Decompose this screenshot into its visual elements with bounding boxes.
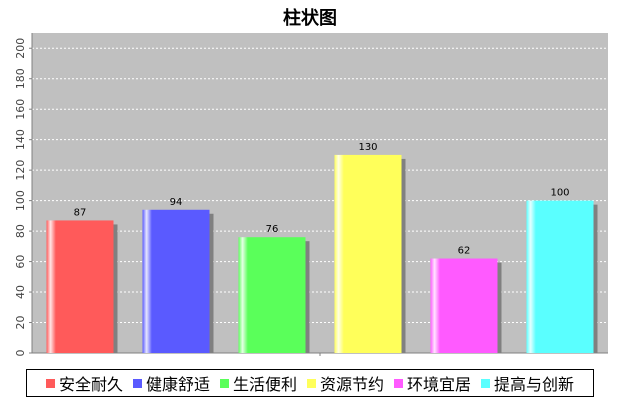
bar-环境宜居 [430,258,498,353]
bar-value-label: 62 [458,246,471,257]
chart-legend: 安全耐久 健康舒适 生活便利 资源节约 环境宜居 提高与创新 [26,369,594,397]
y-tick-label: 140 [14,129,27,150]
legend-swatch [132,378,142,388]
bar-资源节约 [334,154,402,353]
y-tick-label: 60 [14,255,27,269]
y-tick-label: 40 [14,285,27,299]
legend-item: 生活便利 [219,371,297,395]
legend-item: 提高与创新 [481,371,574,395]
legend-label: 生活便利 [232,375,297,394]
y-tick-label: 100 [14,190,27,211]
bar-提高与创新 [526,200,594,353]
bar-value-label: 130 [358,142,377,153]
legend-label: 安全耐久 [58,375,123,394]
legend-label: 提高与创新 [494,375,575,394]
legend-swatch [219,378,229,388]
legend-swatch [481,378,491,388]
y-tick-label: 180 [14,68,27,89]
plot-area [32,33,608,353]
y-tick-label: 200 [14,38,27,59]
legend-item: 环境宜居 [394,371,471,395]
legend-label: 健康舒适 [145,375,210,394]
y-tick-label: 20 [14,316,27,330]
bar-value-label: 87 [74,207,87,218]
y-tick-label: 80 [14,224,27,238]
legend-label: 资源节约 [320,375,385,394]
y-tick-label: 0 [14,350,27,357]
y-tick-label: 120 [14,160,27,181]
legend-item: 安全耐久 [45,371,123,395]
bar-value-label: 76 [266,224,279,235]
bar-value-label: 94 [170,197,183,208]
legend-swatch [45,378,55,388]
bar-chart: 0 20 40 60 80 100 120 140 160 180 200 87 94 76 130 62 1… [14,33,608,357]
legend-swatch [394,378,404,388]
bar-健康舒适 [142,209,210,353]
bar-生活便利 [238,237,306,353]
bar-value-label: 100 [550,188,569,199]
legend-swatch [307,378,316,388]
chart-title: 柱状图 [283,8,337,29]
bar-安全耐久 [46,220,114,353]
legend-item: 资源节约 [307,371,384,395]
y-tick-label: 160 [14,99,27,120]
legend-item: 健康舒适 [132,371,210,395]
legend-label: 环境宜居 [407,375,472,394]
